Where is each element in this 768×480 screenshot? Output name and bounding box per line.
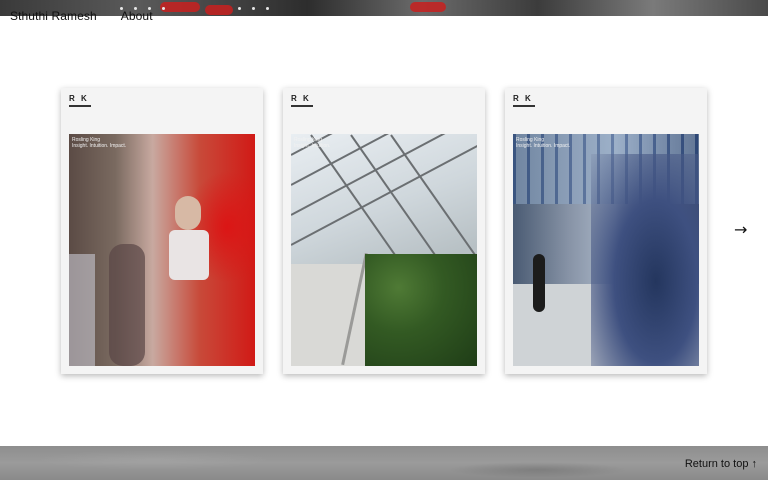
site-name-link[interactable]: Sthuthi Ramesh [10,9,97,23]
project-card-1[interactable]: R K Rosling King Insight. Intuition. Imp… [61,88,263,374]
footer: Return to top ↑ [0,446,768,480]
photo-motion-blur [591,154,699,366]
photo-beam [291,140,477,246]
photo-figure [69,254,95,366]
caption-line: Rosling King [294,137,323,143]
photo-figure [533,254,545,312]
monogram-rule [69,105,91,107]
next-arrow-icon[interactable]: → [734,220,748,239]
hero-red-shape [160,2,200,12]
caption-line: Insight. Intuition. Impact. [516,143,571,149]
monogram-rule [291,105,313,107]
caption-line: Rosling King [516,137,545,143]
project-card-3[interactable]: R K Rosling King Insight. Intuition. Imp… [505,88,707,374]
card-photo-station-motion: Rosling King Insight. Intuition. Impact. [513,134,699,366]
photo-floor [291,264,371,366]
card-monogram: R K [291,94,311,103]
hero-dot [252,7,255,10]
caption-line: Insight. Intuition. Impact. [72,143,127,149]
caption-line: Insight. Intuition. [294,143,331,149]
photo-garden [365,254,477,366]
photo-figure [109,244,145,366]
about-link[interactable]: About [120,9,153,23]
caption-line: Rosling King [72,137,101,143]
photo-figure [175,196,201,230]
project-card-2[interactable]: R K Rosling King Insight. Intuition. [283,88,485,374]
hero-dot [238,7,241,10]
hero-dot [148,7,151,10]
photo-figure [169,230,209,280]
card-photo-sky-garden: Rosling King Insight. Intuition. [291,134,477,366]
photo-beam [390,134,477,267]
photo-caption: Rosling King Insight. Intuition. Impact. [516,137,570,149]
top-nav: Sthuthi Ramesh About [10,9,153,27]
card-photo-street-crowd: Rosling King Insight. Intuition. Impact. [69,134,255,366]
hero-dot [134,7,137,10]
hero-image-strip [0,0,768,16]
photo-caption: Rosling King Insight. Intuition. [294,137,330,149]
card-monogram: R K [69,94,89,103]
photo-beam [350,134,444,267]
hero-red-shape [205,5,233,15]
hero-dot [162,7,165,10]
photo-caption: Rosling King Insight. Intuition. Impact. [72,137,126,149]
hero-red-shape [410,2,446,12]
card-monogram: R K [513,94,533,103]
return-to-top-link[interactable]: Return to top ↑ [684,458,757,470]
monogram-rule [513,105,535,107]
photo-beam [310,134,404,267]
hero-dot [120,7,123,10]
hero-dot [266,7,269,10]
